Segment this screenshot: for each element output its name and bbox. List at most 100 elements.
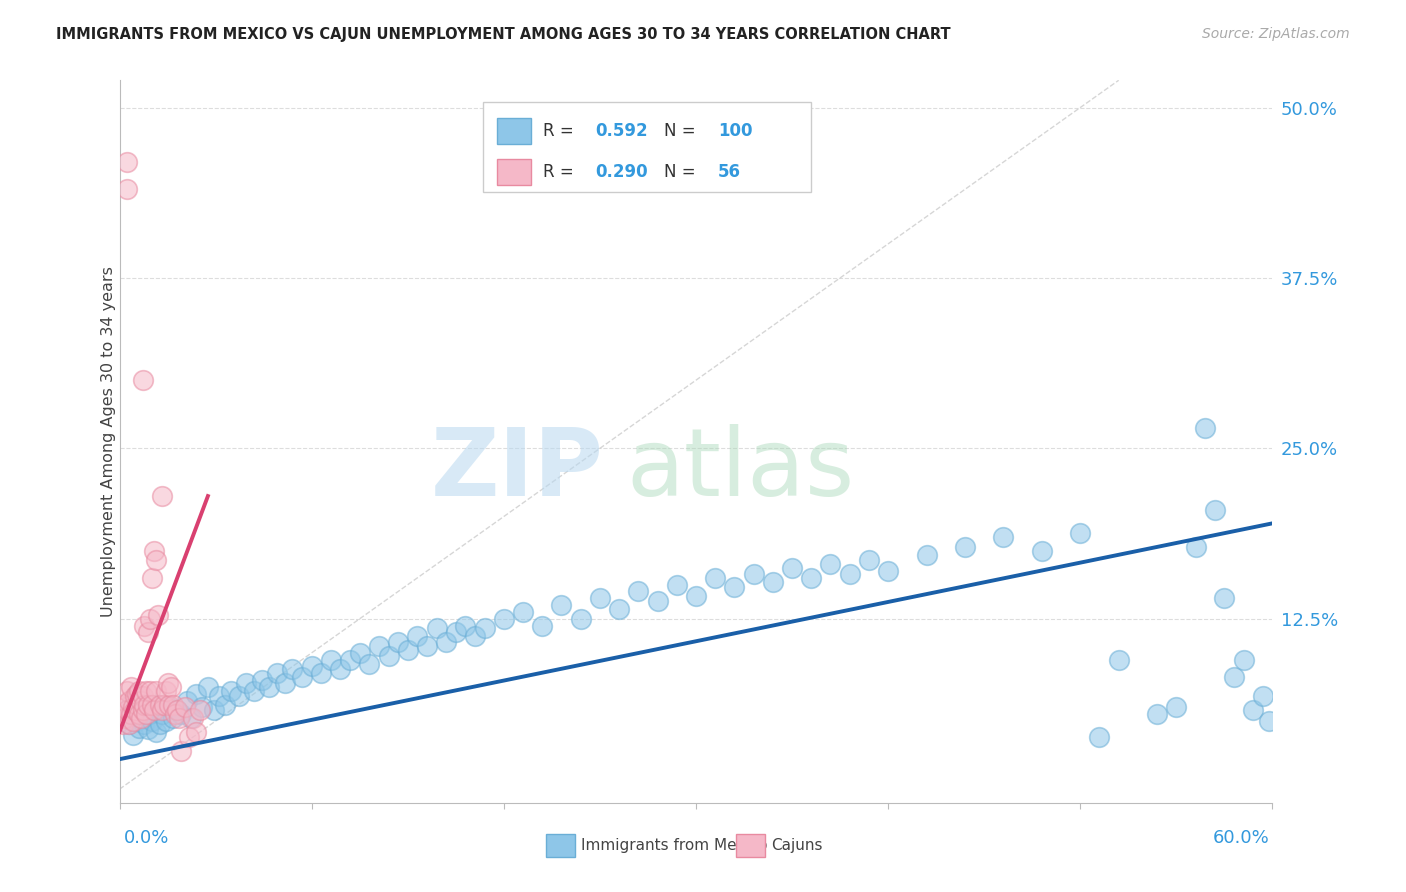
Point bbox=[141, 571, 163, 585]
Point bbox=[877, 564, 900, 578]
Text: R =: R = bbox=[543, 122, 579, 140]
Text: 0.0%: 0.0% bbox=[124, 829, 169, 847]
Point bbox=[396, 643, 419, 657]
Point bbox=[1204, 502, 1226, 516]
Point bbox=[120, 680, 142, 694]
Point bbox=[131, 690, 153, 704]
FancyBboxPatch shape bbox=[737, 834, 765, 857]
FancyBboxPatch shape bbox=[496, 160, 531, 186]
Point bbox=[129, 711, 152, 725]
Point bbox=[150, 489, 173, 503]
Point bbox=[145, 725, 167, 739]
Text: atlas: atlas bbox=[627, 425, 855, 516]
Point bbox=[915, 548, 938, 562]
Point bbox=[1166, 700, 1188, 714]
Point bbox=[627, 584, 650, 599]
Point bbox=[235, 676, 257, 690]
Point bbox=[569, 612, 592, 626]
Point bbox=[124, 690, 146, 704]
Point bbox=[138, 698, 160, 712]
Point bbox=[359, 657, 381, 671]
Point bbox=[416, 639, 439, 653]
Point bbox=[112, 707, 135, 722]
Point bbox=[145, 553, 167, 567]
Point bbox=[319, 653, 342, 667]
Point bbox=[1251, 690, 1274, 704]
Point bbox=[454, 618, 477, 632]
Point bbox=[138, 722, 160, 736]
Text: 0.592: 0.592 bbox=[596, 122, 648, 140]
Point bbox=[143, 543, 166, 558]
Point bbox=[143, 703, 166, 717]
Point bbox=[128, 684, 150, 698]
Point bbox=[1184, 540, 1206, 554]
Point bbox=[139, 707, 162, 722]
Point bbox=[118, 716, 141, 731]
Point bbox=[170, 744, 193, 758]
Point bbox=[387, 635, 409, 649]
Point bbox=[138, 625, 160, 640]
Point bbox=[141, 698, 163, 712]
Point bbox=[202, 703, 225, 717]
Point bbox=[434, 635, 457, 649]
Point bbox=[118, 693, 141, 707]
Point bbox=[1213, 591, 1236, 606]
Point bbox=[685, 589, 707, 603]
Point bbox=[250, 673, 273, 687]
Point bbox=[858, 553, 880, 567]
Point bbox=[291, 670, 314, 684]
Point bbox=[377, 648, 399, 663]
Text: Source: ZipAtlas.com: Source: ZipAtlas.com bbox=[1202, 27, 1350, 41]
Text: N =: N = bbox=[664, 163, 700, 181]
Point bbox=[159, 700, 181, 714]
Point bbox=[135, 707, 157, 722]
Point bbox=[214, 698, 236, 712]
Point bbox=[166, 703, 188, 717]
Point bbox=[704, 571, 727, 585]
Point bbox=[259, 680, 281, 694]
Point bbox=[122, 700, 145, 714]
Point bbox=[197, 680, 219, 694]
Point bbox=[115, 707, 138, 722]
Text: N =: N = bbox=[664, 122, 700, 140]
Point bbox=[135, 684, 157, 698]
Point bbox=[243, 684, 266, 698]
Point bbox=[531, 618, 554, 632]
Point bbox=[444, 625, 467, 640]
FancyBboxPatch shape bbox=[482, 102, 811, 193]
Point bbox=[309, 666, 333, 681]
Point bbox=[1031, 543, 1053, 558]
Point bbox=[301, 659, 323, 673]
Point bbox=[993, 530, 1015, 544]
Point bbox=[1146, 707, 1168, 722]
Point bbox=[589, 591, 612, 606]
Point bbox=[146, 607, 169, 622]
Point bbox=[820, 558, 842, 572]
Point bbox=[149, 716, 172, 731]
Point bbox=[118, 716, 141, 731]
Point bbox=[125, 714, 148, 728]
Point bbox=[780, 561, 803, 575]
Point bbox=[550, 598, 572, 612]
Point bbox=[1223, 670, 1246, 684]
Point bbox=[112, 716, 135, 731]
Text: 56: 56 bbox=[718, 163, 741, 181]
Point bbox=[1194, 421, 1216, 435]
Point bbox=[838, 566, 860, 581]
Point bbox=[134, 716, 156, 731]
Point bbox=[176, 693, 198, 707]
Point bbox=[156, 676, 179, 690]
Point bbox=[167, 711, 190, 725]
Point bbox=[368, 639, 391, 653]
Point bbox=[131, 373, 153, 387]
Point bbox=[114, 700, 136, 714]
Point bbox=[1069, 525, 1091, 540]
Point bbox=[145, 684, 167, 698]
Point bbox=[464, 630, 486, 644]
Point bbox=[723, 581, 745, 595]
Text: 100: 100 bbox=[718, 122, 752, 140]
Point bbox=[134, 698, 156, 712]
Point bbox=[800, 571, 823, 585]
Point bbox=[188, 703, 211, 717]
Point bbox=[160, 680, 183, 694]
